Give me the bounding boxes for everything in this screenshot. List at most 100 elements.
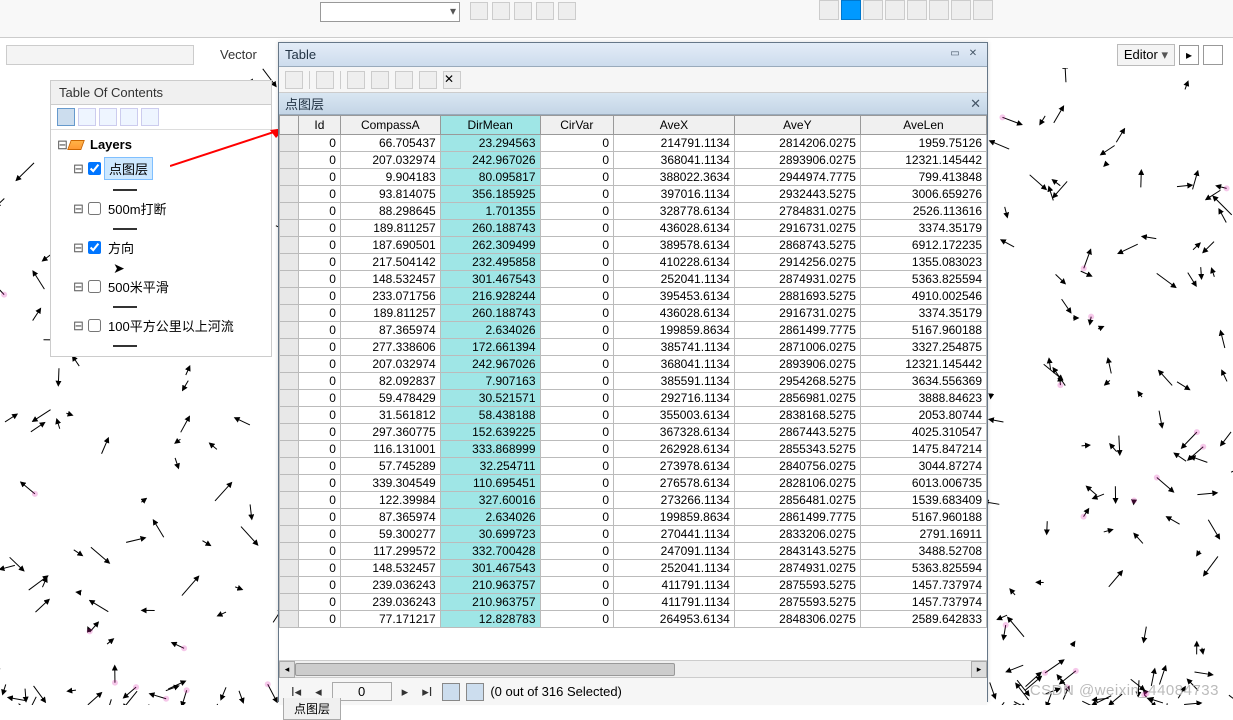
tool-icon[interactable] <box>863 0 883 20</box>
table-cell[interactable]: 87.365974 <box>340 322 440 339</box>
table-cell[interactable]: 189.811257 <box>340 305 440 322</box>
column-header[interactable]: DirMean <box>440 116 540 135</box>
toc-layer-item[interactable]: ⊟ 点图层 <box>55 155 267 182</box>
table-cell[interactable]: 30.521571 <box>440 390 540 407</box>
editor-play-button[interactable]: ▸ <box>1179 45 1199 65</box>
row-selector[interactable] <box>280 237 299 254</box>
table-cell[interactable]: 0 <box>298 560 340 577</box>
table-cell[interactable]: 2589.642833 <box>860 611 986 628</box>
table-cell[interactable]: 0 <box>298 169 340 186</box>
tool-icon[interactable] <box>929 0 949 20</box>
row-selector[interactable] <box>280 611 299 628</box>
table-cell[interactable]: 0 <box>540 373 614 390</box>
column-header[interactable]: CompassA <box>340 116 440 135</box>
table-cell[interactable]: 0 <box>540 322 614 339</box>
table-row[interactable]: 0122.39984327.600160273266.11342856481.0… <box>280 492 987 509</box>
table-cell[interactable]: 297.360775 <box>340 424 440 441</box>
table-cell[interactable]: 2814206.0275 <box>734 135 860 152</box>
table-cell[interactable]: 152.639225 <box>440 424 540 441</box>
table-cell[interactable]: 242.967026 <box>440 356 540 373</box>
table-cell[interactable]: 116.131001 <box>340 441 440 458</box>
editor-tool-button[interactable] <box>1203 45 1223 65</box>
column-header[interactable]: AveLen <box>860 116 986 135</box>
table-cell[interactable]: 0 <box>540 186 614 203</box>
table-cell[interactable]: 2875593.5275 <box>734 594 860 611</box>
dock-handle[interactable] <box>6 45 194 65</box>
table-cell[interactable]: 5363.825594 <box>860 271 986 288</box>
scroll-right-icon[interactable]: ▸ <box>971 661 987 678</box>
table-cell[interactable]: 2838168.5275 <box>734 407 860 424</box>
table-cell[interactable]: 1475.847214 <box>860 441 986 458</box>
expander-icon[interactable]: ⊟ <box>57 137 69 153</box>
row-selector[interactable] <box>280 594 299 611</box>
tool-icon[interactable] <box>885 0 905 20</box>
row-selector[interactable] <box>280 526 299 543</box>
table-cell[interactable]: 0 <box>298 424 340 441</box>
table-cell[interactable]: 0 <box>540 543 614 560</box>
table-cell[interactable]: 207.032974 <box>340 356 440 373</box>
select-by-attr-icon[interactable] <box>347 71 365 89</box>
table-cell[interactable]: 0 <box>298 594 340 611</box>
table-cell[interactable]: 0 <box>540 271 614 288</box>
table-cell[interactable]: 436028.6134 <box>614 220 735 237</box>
table-row[interactable]: 087.3659742.6340260199859.86342861499.77… <box>280 509 987 526</box>
layer-visibility-checkbox[interactable] <box>88 280 101 293</box>
table-cell[interactable]: 122.39984 <box>340 492 440 509</box>
table-cell[interactable]: 436028.6134 <box>614 305 735 322</box>
table-row[interactable]: 0207.032974242.9670260368041.11342893906… <box>280 356 987 373</box>
table-cell[interactable]: 2848306.0275 <box>734 611 860 628</box>
table-cell[interactable]: 0 <box>540 509 614 526</box>
table-cell[interactable]: 9.904183 <box>340 169 440 186</box>
table-cell[interactable]: 368041.1134 <box>614 152 735 169</box>
toc-list-by-drawing-order-icon[interactable] <box>57 108 75 126</box>
table-cell[interactable]: 0 <box>540 594 614 611</box>
zoom-selected-icon[interactable] <box>419 71 437 89</box>
table-cell[interactable]: 0 <box>540 492 614 509</box>
table-cell[interactable]: 88.298645 <box>340 203 440 220</box>
table-cell[interactable]: 93.814075 <box>340 186 440 203</box>
editor-dropdown[interactable]: Editor <box>1117 44 1175 66</box>
table-cell[interactable]: 2871006.0275 <box>734 339 860 356</box>
table-cell[interactable]: 339.304549 <box>340 475 440 492</box>
row-selector[interactable] <box>280 441 299 458</box>
table-row[interactable]: 077.17121712.8287830264953.61342848306.0… <box>280 611 987 628</box>
layer-visibility-checkbox[interactable] <box>88 241 101 254</box>
table-cell[interactable]: 0 <box>298 135 340 152</box>
table-cell[interactable]: 199859.8634 <box>614 509 735 526</box>
table-cell[interactable]: 356.185925 <box>440 186 540 203</box>
table-cell[interactable]: 270441.1134 <box>614 526 735 543</box>
row-selector[interactable] <box>280 492 299 509</box>
toc-options-icon[interactable] <box>141 108 159 126</box>
table-row[interactable]: 0148.532457301.4675430252041.11342874931… <box>280 560 987 577</box>
table-cell[interactable]: 6013.006735 <box>860 475 986 492</box>
table-cell[interactable]: 367328.6134 <box>614 424 735 441</box>
column-header[interactable]: AveY <box>734 116 860 135</box>
table-cell[interactable]: 2914256.0275 <box>734 254 860 271</box>
toc-list-by-selection-icon[interactable] <box>120 108 138 126</box>
row-selector[interactable] <box>280 339 299 356</box>
table-cell[interactable]: 30.699723 <box>440 526 540 543</box>
table-row[interactable]: 0217.504142232.4958580410228.61342914256… <box>280 254 987 271</box>
table-cell[interactable]: 12.828783 <box>440 611 540 628</box>
table-cell[interactable]: 0 <box>540 390 614 407</box>
table-cell[interactable]: 333.868999 <box>440 441 540 458</box>
table-cell[interactable]: 66.705437 <box>340 135 440 152</box>
table-cell[interactable]: 0 <box>540 475 614 492</box>
table-cell[interactable]: 0 <box>298 220 340 237</box>
table-cell[interactable]: 172.661394 <box>440 339 540 356</box>
table-cell[interactable]: 2855343.5275 <box>734 441 860 458</box>
table-cell[interactable]: 0 <box>540 526 614 543</box>
table-cell[interactable]: 385591.1134 <box>614 373 735 390</box>
table-cell[interactable]: 0 <box>298 526 340 543</box>
horizontal-scrollbar[interactable]: ◂ ▸ <box>279 660 987 677</box>
table-cell[interactable]: 0 <box>540 441 614 458</box>
table-row[interactable]: 0239.036243210.9637570411791.11342875593… <box>280 577 987 594</box>
table-cell[interactable]: 199859.8634 <box>614 322 735 339</box>
expander-icon[interactable]: ⊟ <box>73 161 85 177</box>
table-cell[interactable]: 31.561812 <box>340 407 440 424</box>
table-cell[interactable]: 0 <box>298 203 340 220</box>
toc-layer-item[interactable]: ⊟ 方向 <box>55 235 267 260</box>
table-cell[interactable]: 273266.1134 <box>614 492 735 509</box>
table-cell[interactable]: 2868743.5275 <box>734 237 860 254</box>
table-cell[interactable]: 2916731.0275 <box>734 305 860 322</box>
